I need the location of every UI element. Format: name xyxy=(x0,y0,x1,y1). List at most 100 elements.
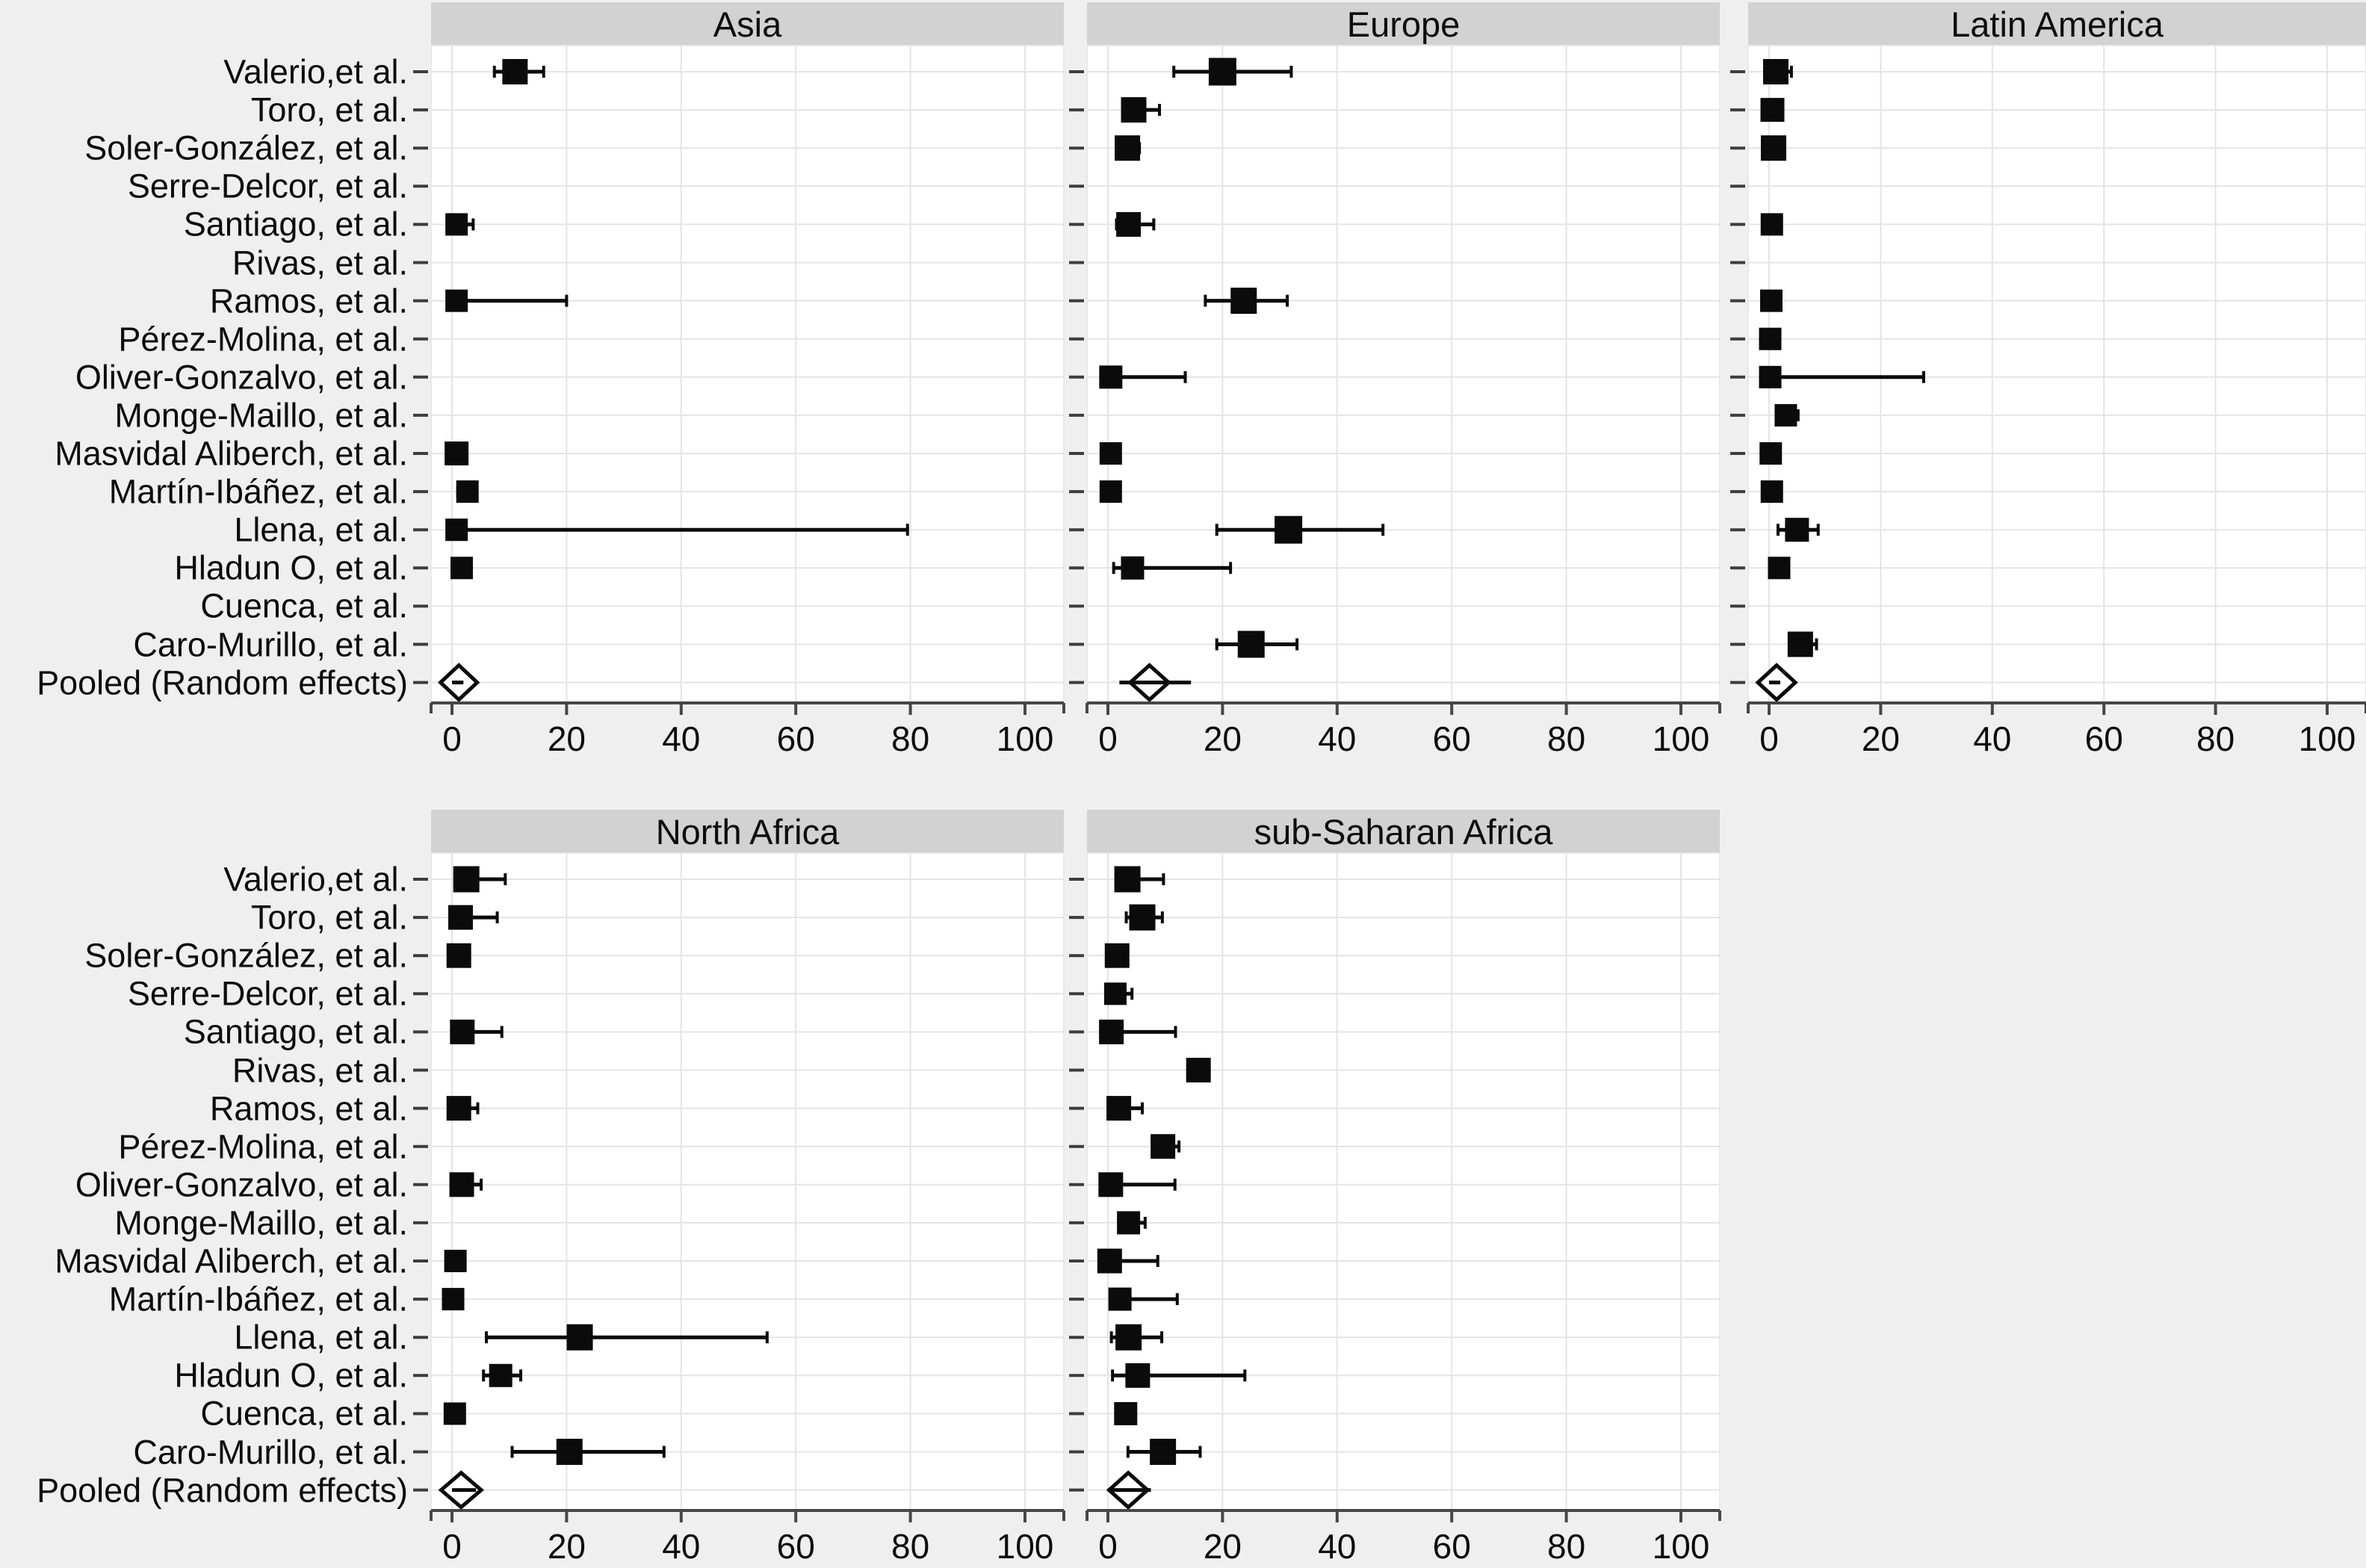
estimate-marker xyxy=(445,289,468,312)
study-label-serre-delcor-et-al: Serre-Delcor, et al. xyxy=(127,974,408,1013)
forest-plot-north-africa: 0 20 40 60 80 100 xyxy=(413,852,1065,1566)
estimate-marker xyxy=(445,441,469,465)
estimate-valerio-et-al xyxy=(492,59,545,84)
study-label-llena-et-al: Llena, et al. xyxy=(234,510,408,549)
estimate-marker xyxy=(1150,1439,1177,1465)
study-label-caro-murillo-et-al: Caro-Murillo, et al. xyxy=(133,1433,408,1471)
panel-title-latin-america: Latin America xyxy=(1748,2,2366,46)
study-label-mart-n-ib-ez-et-al: Martín-Ibáñez, et al. xyxy=(108,472,408,511)
study-label-soler-gonz-lez-et-al: Soler-González, et al. xyxy=(84,128,408,167)
estimate-caro-murillo-et-al xyxy=(1215,630,1299,658)
panel-title-sub-saharan-africa: sub-Saharan Africa xyxy=(1087,810,1720,853)
x-tick-label: 100 xyxy=(997,1527,1054,1566)
x-tick-label: 100 xyxy=(1653,719,1710,758)
forest-plot-europe: 0 20 40 60 80 100 xyxy=(1069,45,1721,758)
estimate-marker xyxy=(448,905,474,930)
study-label-monge-maillo-et-al: Monge-Maillo, et al. xyxy=(114,1203,408,1242)
estimate-marker xyxy=(1760,213,1783,236)
estimate-ramos-et-al xyxy=(1759,289,1783,312)
estimate-marker xyxy=(1230,288,1257,314)
estimate-rivas-et-al xyxy=(1186,1058,1211,1082)
study-label-santiago-et-al: Santiago, et al. xyxy=(183,1012,408,1051)
estimate-marker xyxy=(1787,631,1813,657)
study-label-p-rez-molina-et-al: Pérez-Molina, et al. xyxy=(118,320,408,359)
study-label-llena-et-al: Llena, et al. xyxy=(234,1318,408,1357)
estimate-marker xyxy=(1125,1363,1151,1388)
estimate-marker xyxy=(1103,982,1127,1005)
x-tick-label: 60 xyxy=(777,1527,815,1566)
estimate-marker xyxy=(1117,1211,1141,1235)
estimate-ramos-et-al xyxy=(446,1096,480,1121)
estimate-marker xyxy=(1151,1134,1176,1159)
x-tick-label: 80 xyxy=(1547,719,1585,758)
estimate-marker xyxy=(450,557,474,580)
pooled-diamond xyxy=(438,1470,484,1510)
x-tick-label: 40 xyxy=(1318,1527,1356,1566)
x-tick-label: 40 xyxy=(662,719,700,758)
estimate-valerio-et-al xyxy=(1762,59,1793,84)
estimate-marker xyxy=(1760,135,1786,161)
estimate-marker xyxy=(443,1402,466,1425)
estimate-marker xyxy=(1106,1096,1132,1121)
x-tick-label: 80 xyxy=(2196,719,2235,758)
panel-latin-america: Latin America 0 20 40 60 80 100 xyxy=(1730,2,2366,758)
estimate-marker xyxy=(1099,480,1122,503)
study-label-caro-murillo-et-al: Caro-Murillo, et al. xyxy=(133,625,408,663)
estimate-marker xyxy=(453,866,480,893)
study-label-toro-et-al: Toro, et al. xyxy=(250,90,408,129)
plot-area xyxy=(1086,45,1721,704)
estimate-marker xyxy=(1114,1401,1138,1425)
estimate-marker xyxy=(442,1288,465,1311)
forest-plot-asia: 0 20 40 60 80 100 xyxy=(413,45,1065,758)
panel-title-europe: Europe xyxy=(1087,2,1720,46)
estimate-santiago-et-al xyxy=(450,1019,504,1044)
estimate-caro-murillo-et-al xyxy=(1787,631,1818,657)
forest-plot-sub-saharan-africa: 0 20 40 60 80 100 xyxy=(1069,852,1721,1566)
estimate-monge-maillo-et-al xyxy=(1117,1211,1147,1235)
estimate-marker xyxy=(449,1172,474,1197)
estimate-soler-gonz-lez-et-al xyxy=(1104,943,1130,968)
estimate-marker xyxy=(445,518,468,542)
study-label-valerio-et-al: Valerio,et al. xyxy=(223,52,408,91)
estimate-hladun-o-et-al xyxy=(482,1363,523,1387)
estimate-llena-et-al xyxy=(1776,518,1820,542)
estimate-soler-gonz-lez-et-al xyxy=(1760,135,1786,161)
estimate-toro-et-al xyxy=(1124,904,1164,931)
estimate-serre-delcor-et-al xyxy=(1103,982,1134,1005)
estimate-hladun-o-et-al xyxy=(1112,556,1233,580)
panel-europe: Europe 0 20 40 60 80 100 xyxy=(1069,2,1721,758)
estimate-caro-murillo-et-al xyxy=(510,1439,666,1465)
estimate-marker xyxy=(1099,1019,1124,1044)
estimate-masvidal-aliberch-et-al xyxy=(445,441,469,465)
estimate-marker xyxy=(1104,943,1130,968)
estimate-marker xyxy=(1208,58,1236,86)
study-label-rivas-et-al: Rivas, et al. xyxy=(232,244,408,282)
x-tick-label: 20 xyxy=(548,1527,586,1566)
x-tick-label: 20 xyxy=(1862,719,1900,758)
study-label-oliver-gonzalvo-et-al: Oliver-Gonzalvo, et al. xyxy=(75,1165,408,1204)
panel-title-asia: Asia xyxy=(431,2,1064,46)
pooled-diamond xyxy=(438,663,480,703)
study-label-masvidal-aliberch-et-al: Masvidal Aliberch, et al. xyxy=(55,1242,408,1280)
x-tick-label: 80 xyxy=(891,1527,929,1566)
study-label-santiago-et-al: Santiago, et al. xyxy=(183,205,408,244)
estimate-marker xyxy=(1116,211,1142,237)
estimate-caro-murillo-et-al xyxy=(1126,1439,1202,1465)
estimate-oliver-gonzalvo-et-al xyxy=(1098,1172,1177,1197)
estimate-p-rez-molina-et-al xyxy=(1759,327,1782,350)
x-tick-label: 60 xyxy=(777,719,815,758)
estimate-oliver-gonzalvo-et-al xyxy=(449,1172,483,1197)
estimate-santiago-et-al xyxy=(445,213,475,236)
study-label-monge-maillo-et-al: Monge-Maillo, et al. xyxy=(114,396,408,435)
estimate-marker xyxy=(445,213,468,236)
pooled-label: Pooled (Random effects) xyxy=(37,1471,408,1510)
x-tick-label: 100 xyxy=(1653,1527,1710,1566)
estimate-hladun-o-et-al xyxy=(1768,557,1791,580)
estimate-marker xyxy=(1759,327,1782,350)
panel-sub-saharan-africa: sub-Saharan Africa 0 20 40 60 80 100 xyxy=(1069,810,1721,1566)
estimate-ramos-et-al xyxy=(1106,1096,1145,1121)
estimate-mart-n-ib-ez-et-al xyxy=(1108,1287,1179,1311)
estimate-marker xyxy=(1129,904,1156,931)
study-label-cuenca-et-al: Cuenca, et al. xyxy=(200,1394,408,1433)
